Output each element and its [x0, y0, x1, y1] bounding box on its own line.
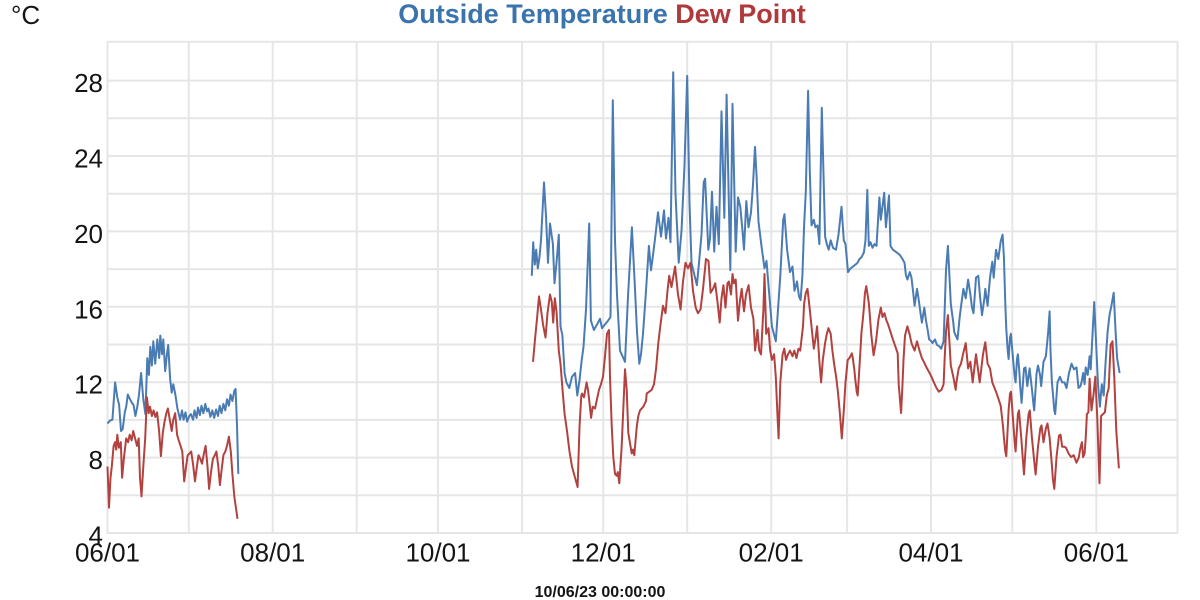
svg-text:24: 24 [74, 144, 103, 174]
svg-text:28: 28 [74, 68, 103, 98]
svg-text:04/01: 04/01 [898, 538, 963, 568]
svg-text:02/01: 02/01 [739, 538, 804, 568]
svg-text:10/01: 10/01 [405, 538, 470, 568]
svg-text:10/06/23 00:00:00: 10/06/23 00:00:00 [535, 584, 666, 600]
svg-text:06/01: 06/01 [75, 538, 140, 568]
svg-text:06/01: 06/01 [1064, 538, 1129, 568]
svg-text:08/01: 08/01 [240, 538, 305, 568]
svg-text:°C: °C [11, 0, 40, 30]
svg-text:16: 16 [74, 294, 103, 324]
svg-text:12/01: 12/01 [571, 538, 636, 568]
svg-text:12: 12 [74, 370, 103, 400]
svg-text:20: 20 [74, 219, 103, 249]
svg-text:Outside Temperature Dew Point: Outside Temperature Dew Point [398, 0, 806, 29]
svg-text:8: 8 [89, 445, 103, 475]
svg-text:4: 4 [89, 521, 103, 551]
